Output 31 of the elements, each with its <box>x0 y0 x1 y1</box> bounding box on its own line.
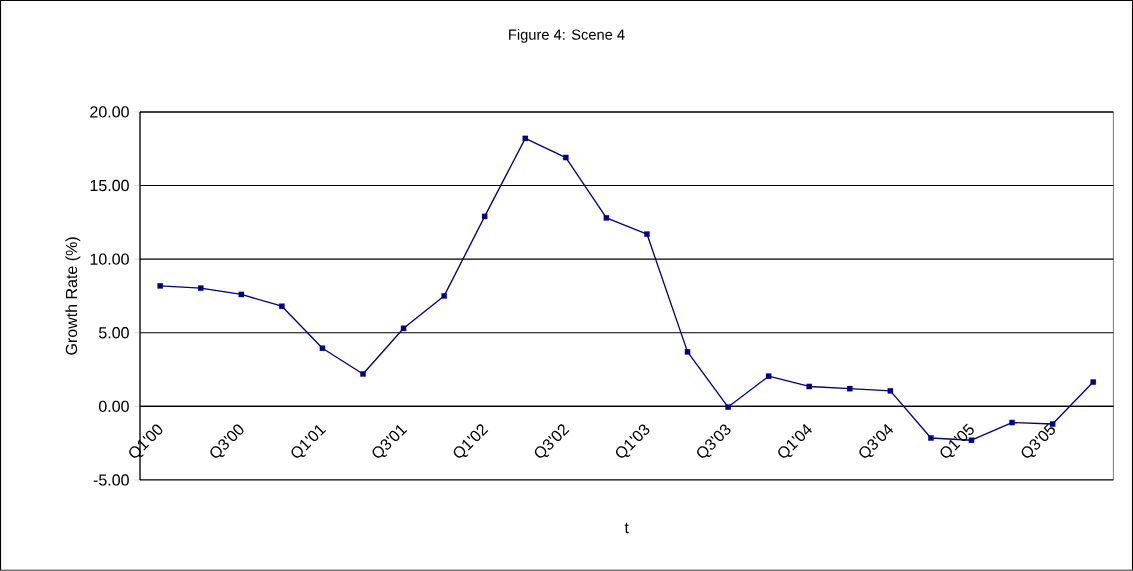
point <box>522 135 529 142</box>
y-tick-label: -5.00 <box>93 474 129 486</box>
point <box>603 215 610 221</box>
chart-title: Figure 4: Scene 4 <box>509 29 625 43</box>
y-tick-label: 20.00 <box>90 106 129 118</box>
point <box>198 285 204 291</box>
point <box>279 303 285 310</box>
x-axis-title: t <box>624 522 629 534</box>
point <box>765 373 772 379</box>
point <box>684 349 691 355</box>
point <box>928 435 934 441</box>
point <box>1009 419 1015 426</box>
point <box>725 404 731 410</box>
point <box>360 371 366 377</box>
point <box>238 291 245 298</box>
point <box>644 231 650 237</box>
y-tick-label: 15.00 <box>90 179 129 192</box>
y-tick-label: 0.00 <box>98 400 129 413</box>
point <box>400 325 407 332</box>
point <box>563 154 569 161</box>
point <box>887 388 894 394</box>
point <box>481 213 488 220</box>
y-tick-label: 10.00 <box>90 253 129 265</box>
point <box>157 283 163 289</box>
point <box>806 383 812 390</box>
y-axis-title: Growth Rate (%) <box>65 237 81 355</box>
y-tick-label: 5.00 <box>99 327 129 339</box>
point <box>847 386 853 392</box>
point <box>1090 379 1096 385</box>
point <box>319 345 326 352</box>
point <box>441 293 447 299</box>
